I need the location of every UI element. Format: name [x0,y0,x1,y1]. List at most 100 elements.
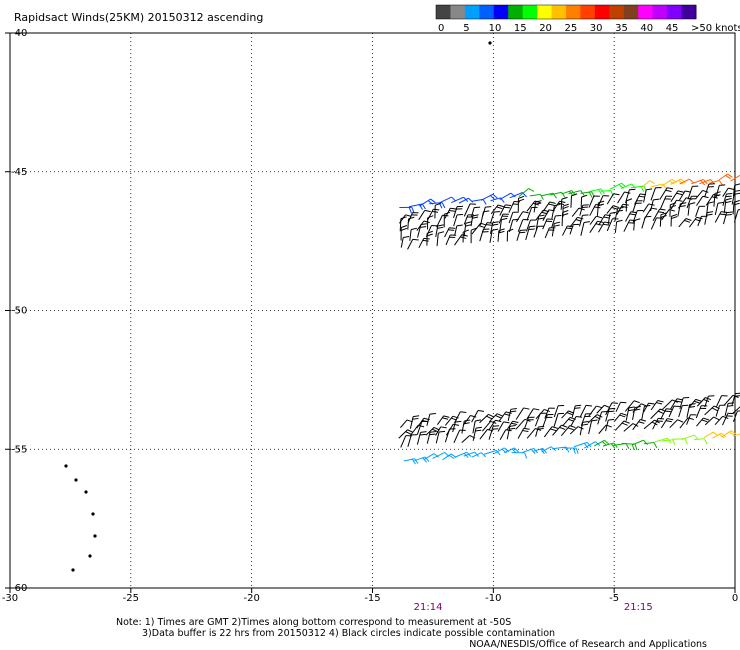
legend-swatch [551,5,567,19]
wind-barb [704,211,714,225]
wind-barb [461,419,471,434]
wind-barb [589,215,603,225]
wind-barb [399,216,407,232]
wind-barb [662,439,676,446]
wind-barb [551,203,561,219]
wind-barb [713,191,721,207]
wind-barb [488,413,503,423]
wind-barb [732,200,740,215]
wind-barb [588,405,603,417]
wind-barb [709,179,724,186]
wind-barb [534,412,547,427]
wind-barb [633,218,641,231]
wind-barb [687,185,699,200]
wind-barb [605,407,616,422]
legend-label: 45 [666,23,679,34]
wind-barb [561,209,569,227]
note-line-1: Note: 1) Times are GMT 2)Times along bot… [116,617,511,628]
wind-barb [407,434,418,447]
wind-barb [452,420,462,433]
wind-barb [569,223,580,235]
wind-barb [400,235,410,248]
wind-barb [419,198,436,207]
wind-barb [463,203,477,217]
wind-barb [569,426,584,435]
wind-barb [517,195,525,212]
wind-barb [696,397,712,407]
wind-barb [553,405,565,418]
wind-barb [615,401,627,412]
y-tick-label: -50 [11,306,27,317]
wind-barb [479,228,490,242]
wind-barb [542,201,556,212]
legend-label: 20 [539,23,552,34]
wind-barb [614,420,630,431]
wind-barb [409,424,425,437]
legend-label: 35 [615,23,628,34]
wind-barb [553,412,565,428]
wind-barb [670,178,686,185]
wind-barb [489,221,499,234]
wind-barb [443,211,451,228]
wind-barb [409,415,420,429]
wind-barb [549,191,566,198]
wind-barb [409,227,418,241]
legend-swatch [479,5,495,19]
wind-barb [497,228,505,242]
wind-barb [499,192,516,200]
map-title: Rapidsact Winds(25KM) 20150312 ascending [14,11,263,24]
wind-barb [600,190,614,197]
pass-time-label: 21:14 [414,602,443,613]
wind-barb [542,414,554,428]
wind-barb [516,229,527,241]
wind-barb [670,398,683,410]
wind-barb [506,424,516,440]
wind-barb [498,213,509,224]
wind-barb [529,193,544,200]
credit-line: NOAA/NESDIS/Office of Research and Appli… [469,639,707,650]
y-axis-ticks: -40 -45 -50 -55 -60 [5,28,27,594]
wind-barb [723,197,732,214]
legend-swatch [537,5,553,19]
wind-barb [650,187,662,201]
wind-barb [686,403,696,418]
wind-barb [625,211,637,222]
wind-barb [722,187,735,197]
wind-barb [696,195,709,206]
legend-swatch [508,5,524,19]
wind-barb [533,447,547,455]
wind-barb [643,188,653,203]
legend-swatch [450,5,466,19]
wind-barb [470,206,481,218]
wind-barb [642,203,655,213]
x-tick-label: 0 [732,593,738,604]
wind-barb [445,234,457,246]
wind-barb [458,197,474,204]
time-labels: 21:14 21:15 [414,602,653,613]
wind-barb [453,205,464,219]
wind-barb [571,404,582,418]
y-tick-label: -40 [11,28,27,39]
wind-barb [437,415,450,425]
wind-barb [598,221,611,233]
wind-barb [427,208,440,221]
wind-barb [427,215,434,230]
wind-barb [426,412,436,426]
island-marker [64,464,68,468]
wind-barb [654,437,672,444]
wind-barb [650,217,663,230]
wind-barb [660,195,673,210]
wind-barb [715,395,728,408]
legend-swatch [623,5,639,19]
legend-swatch [493,5,509,19]
wind-barb [454,234,468,246]
wind-barb [471,198,487,205]
wind-barb [668,405,680,418]
wind-barb [429,202,446,209]
wind-barb [660,418,674,429]
wind-barb [617,191,631,204]
wind-barb [408,203,426,210]
wind-barb [418,209,431,221]
wind-barb [732,410,740,423]
